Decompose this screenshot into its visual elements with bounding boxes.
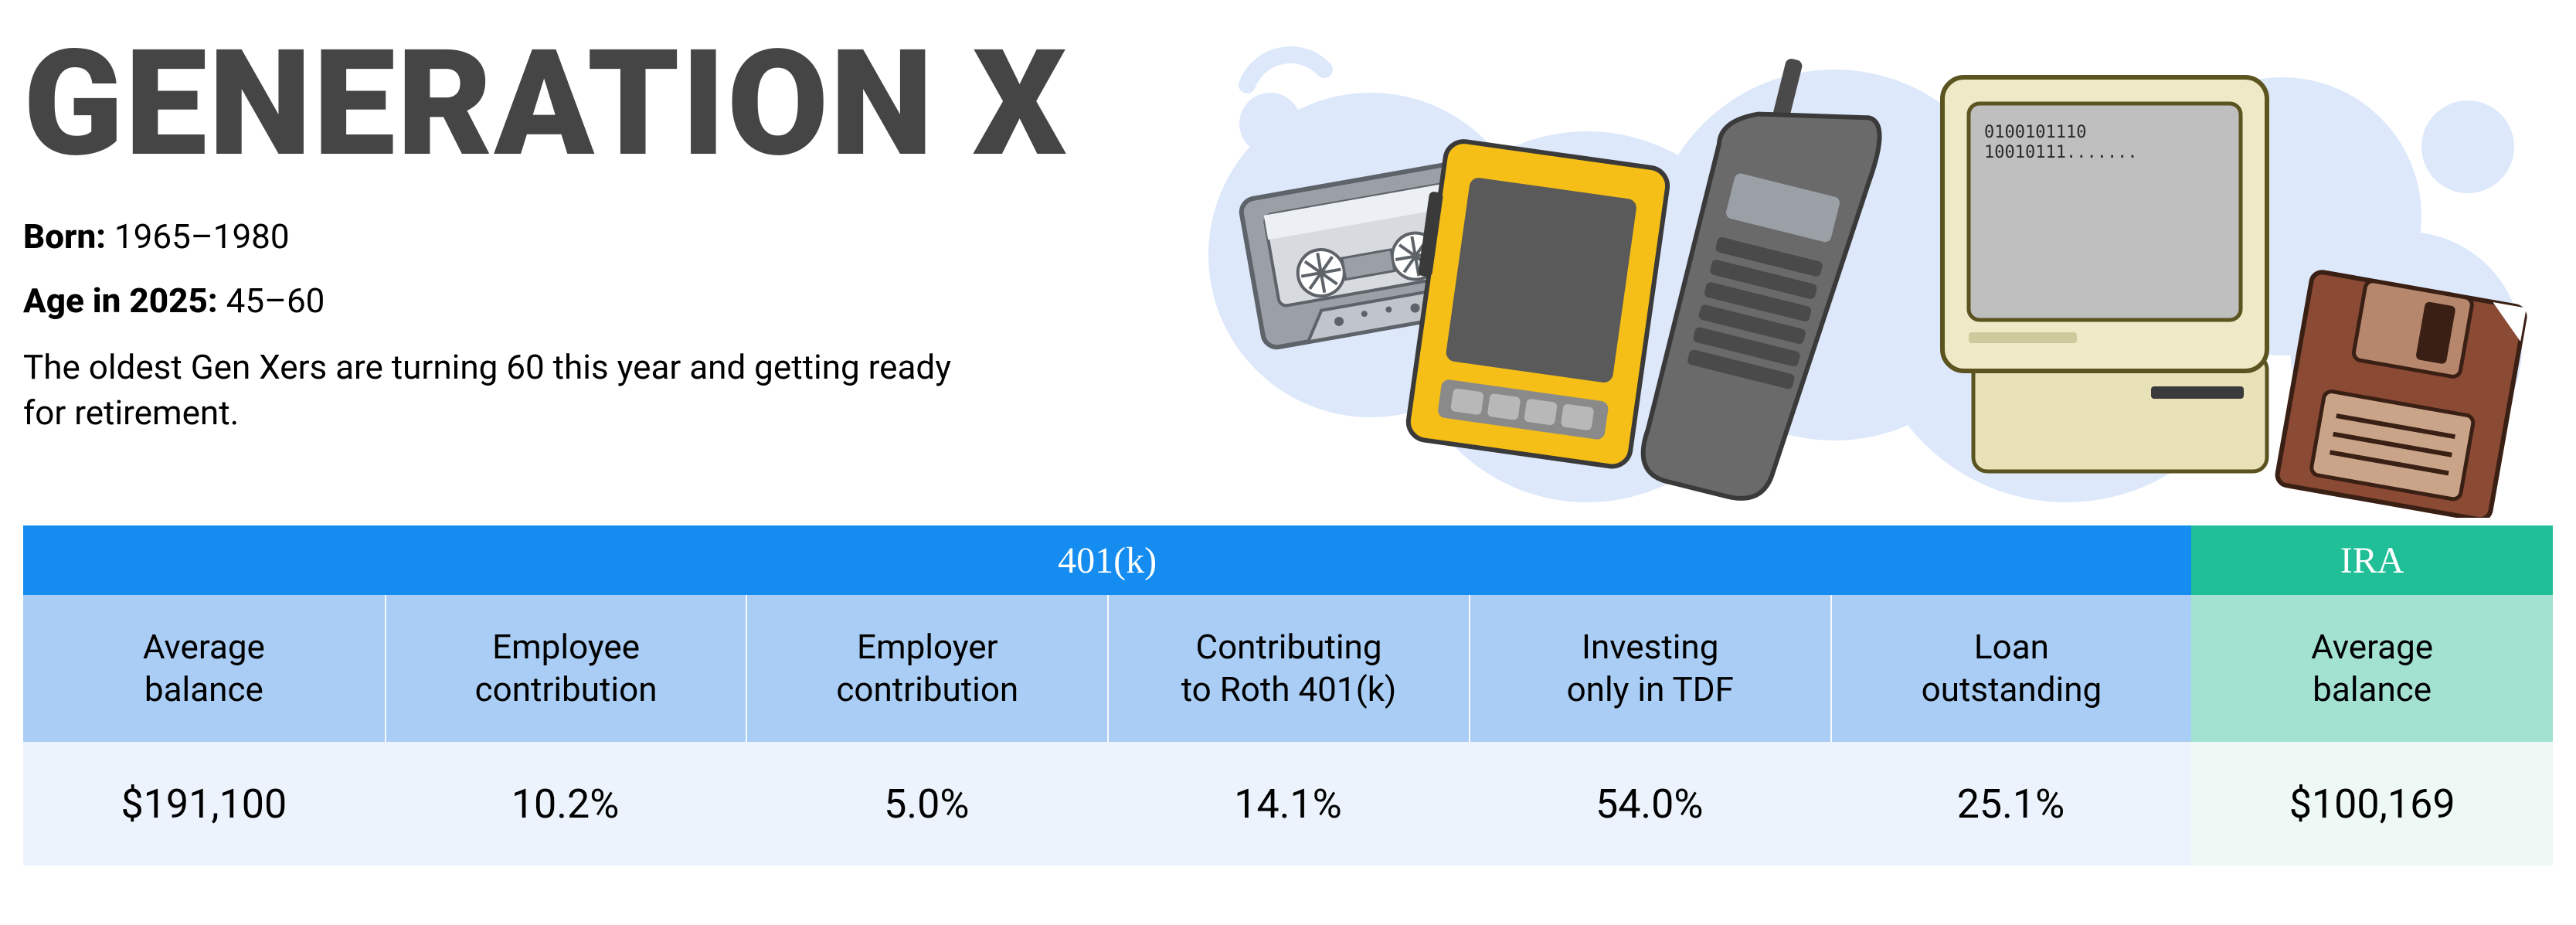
retro-illustration: 0100101110 10010111....... xyxy=(1154,23,2568,518)
column-value: $191,100 xyxy=(23,742,385,865)
header-block: GENERATION X Born: 1965–1980 Age in 2025… xyxy=(23,23,2553,525)
column-header: Employercontribution xyxy=(746,595,1107,742)
table-column: Averagebalance$100,169 xyxy=(2191,595,2553,865)
text-block: GENERATION X Born: 1965–1980 Age in 2025… xyxy=(23,23,1105,525)
column-value: $100,169 xyxy=(2191,742,2553,865)
column-value: 25.1% xyxy=(1830,742,2192,865)
table-column: Employercontribution5.0% xyxy=(746,595,1107,865)
section-401k: 401(k)Averagebalance$191,100Employeecont… xyxy=(23,525,2191,865)
column-value: 54.0% xyxy=(1469,742,1830,865)
age-line: Age in 2025: 45–60 xyxy=(23,281,1105,321)
column-header: Employeecontribution xyxy=(385,595,746,742)
section-ira: IRAAveragebalance$100,169 xyxy=(2191,525,2553,865)
table-column: Investingonly in TDF54.0% xyxy=(1469,595,1830,865)
age-label: Age in 2025: xyxy=(23,281,218,321)
columns-ira: Averagebalance$100,169 xyxy=(2191,595,2553,865)
data-table: 401(k)Averagebalance$191,100Employeecont… xyxy=(23,525,2553,865)
page-title: GENERATION X xyxy=(23,31,1105,178)
svg-text:10010111.......: 10010111....... xyxy=(1984,143,2138,162)
svg-text:0100101110: 0100101110 xyxy=(1984,123,2086,142)
column-value: 14.1% xyxy=(1107,742,1469,865)
table-column: Contributingto Roth 401(k)14.1% xyxy=(1107,595,1469,865)
column-header: Loanoutstanding xyxy=(1830,595,2192,742)
born-line: Born: 1965–1980 xyxy=(23,216,1105,257)
column-header: Investingonly in TDF xyxy=(1469,595,1830,742)
born-label: Born: xyxy=(23,216,106,257)
column-header: Averagebalance xyxy=(2191,595,2553,742)
section-header-ira: IRA xyxy=(2191,525,2553,595)
description: The oldest Gen Xers are turning 60 this … xyxy=(23,345,997,437)
floppy-disk-icon xyxy=(2275,270,2526,518)
columns-401k: Averagebalance$191,100Employeecontributi… xyxy=(23,595,2191,865)
table-column: Loanoutstanding25.1% xyxy=(1830,595,2192,865)
retro-computer-icon: 0100101110 10010111....... xyxy=(1942,77,2267,471)
table-column: Averagebalance$191,100 xyxy=(23,595,385,865)
column-header: Averagebalance xyxy=(23,595,385,742)
column-value: 5.0% xyxy=(746,742,1107,865)
column-header: Contributingto Roth 401(k) xyxy=(1107,595,1469,742)
column-value: 10.2% xyxy=(385,742,746,865)
section-header-401k: 401(k) xyxy=(23,525,2191,595)
table-column: Employeecontribution10.2% xyxy=(385,595,746,865)
age-value: 45–60 xyxy=(226,281,325,321)
born-value: 1965–1980 xyxy=(114,216,290,257)
